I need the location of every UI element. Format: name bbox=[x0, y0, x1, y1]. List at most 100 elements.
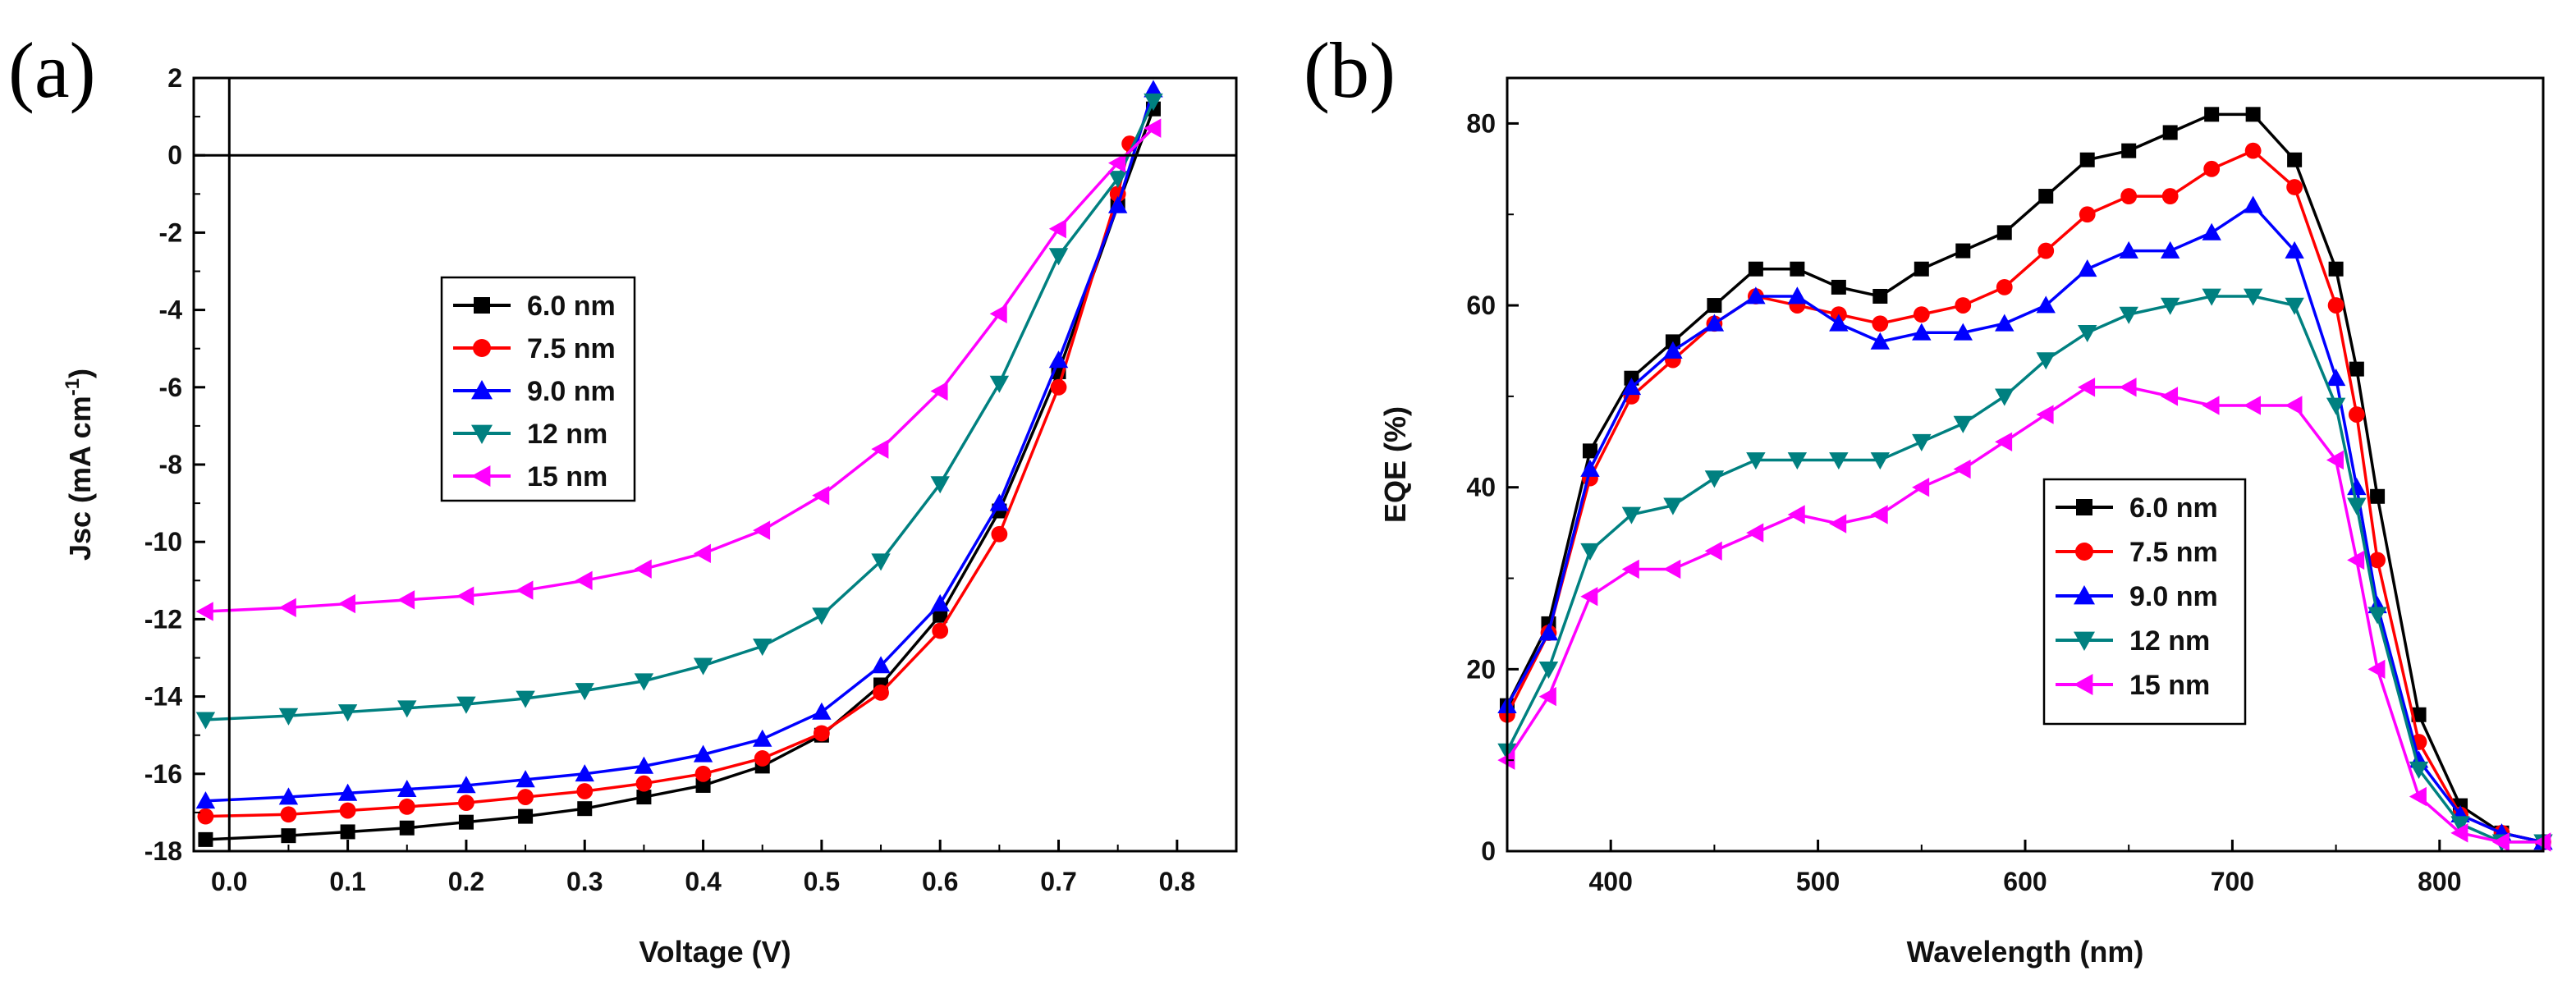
eqe-data-point bbox=[1621, 559, 1639, 579]
eqe-x-tick-label: 700 bbox=[2211, 867, 2254, 896]
eqe-series-line bbox=[1506, 112, 2544, 844]
eqe-data-point bbox=[1538, 623, 1559, 641]
jv-data-point bbox=[753, 639, 772, 657]
eqe-data-point bbox=[2244, 142, 2262, 159]
jv-data-point bbox=[278, 598, 296, 617]
eqe-data-point bbox=[1748, 261, 1763, 277]
eqe-y-tick-label: 80 bbox=[1466, 108, 1496, 138]
jv-data-point bbox=[397, 590, 415, 610]
eqe-data-point bbox=[1829, 452, 1849, 470]
jv-data-point bbox=[693, 543, 711, 564]
jv-series-line bbox=[205, 100, 1155, 721]
eqe-data-point bbox=[1870, 332, 1891, 350]
eqe-data-point bbox=[2327, 297, 2345, 314]
eqe-data-point bbox=[2285, 240, 2304, 259]
eqe-data-point bbox=[1829, 514, 1847, 534]
eqe-series-0 bbox=[1500, 107, 2551, 850]
jv-data-point bbox=[989, 493, 1010, 511]
jv-y-tick-label: -4 bbox=[159, 295, 183, 325]
eqe-series-line bbox=[1506, 386, 2543, 844]
jv-data-point bbox=[198, 831, 213, 847]
jv-data-point bbox=[634, 756, 654, 774]
eqe-data-point bbox=[2286, 179, 2303, 195]
eqe-data-point bbox=[1872, 315, 1889, 332]
jv-data-point bbox=[458, 814, 474, 830]
eqe-data-point bbox=[2119, 306, 2138, 324]
eqe-data-point bbox=[1953, 415, 1973, 433]
jv-data-point bbox=[1144, 118, 1162, 138]
jv-x-tick-label: 0.7 bbox=[1040, 867, 1076, 896]
eqe-data-point bbox=[2328, 261, 2344, 277]
jv-data-point bbox=[518, 808, 534, 824]
eqe-data-point bbox=[2036, 352, 2056, 370]
eqe-data-point bbox=[2326, 450, 2344, 470]
jv-data-point bbox=[634, 559, 652, 579]
eqe-data-point bbox=[1953, 459, 1971, 479]
jv-data-point bbox=[1107, 171, 1128, 189]
eqe-data-point bbox=[1538, 686, 1556, 707]
eqe-data-point bbox=[2243, 195, 2263, 213]
eqe-data-point bbox=[2347, 497, 2367, 515]
eqe-legend-label: 15 nm bbox=[2129, 670, 2210, 701]
jv-data-point bbox=[991, 525, 1008, 543]
eqe-data-point bbox=[2367, 659, 2386, 680]
jv-x-axis-title: Voltage (V) bbox=[639, 935, 791, 969]
jv-y-tick-label: 2 bbox=[167, 63, 182, 93]
jv-data-point bbox=[930, 593, 950, 611]
jv-data-point bbox=[930, 476, 950, 494]
eqe-data-point bbox=[1912, 323, 1932, 341]
jv-data-point bbox=[575, 764, 594, 782]
eqe-legend-label: 7.5 nm bbox=[2129, 537, 2218, 568]
eqe-data-point bbox=[1704, 541, 1722, 561]
eqe-data-point bbox=[1787, 286, 1808, 305]
jv-y-axis-title: Jsc (mA cm-1) bbox=[62, 369, 97, 561]
eqe-data-point bbox=[2243, 396, 2261, 415]
eqe-data-point bbox=[2119, 240, 2138, 259]
jv-data-point bbox=[337, 704, 358, 722]
eqe-data-point bbox=[1790, 261, 1805, 277]
eqe-data-point bbox=[2037, 242, 2055, 259]
jv-plot-frame bbox=[192, 76, 1238, 853]
eqe-series-1 bbox=[1499, 142, 2551, 850]
jv-data-point bbox=[812, 485, 830, 506]
jv-data-point bbox=[575, 570, 593, 590]
eqe-legend-marker bbox=[2076, 499, 2092, 515]
eqe-data-point bbox=[2243, 288, 2263, 306]
jv-data-point bbox=[281, 828, 296, 844]
jv-data-point bbox=[575, 683, 594, 701]
eqe-data-point bbox=[1704, 314, 1725, 332]
eqe-data-point bbox=[1538, 661, 1559, 680]
jv-legend-marker bbox=[474, 297, 490, 314]
eqe-data-point bbox=[1787, 452, 1808, 470]
eqe-data-point bbox=[1580, 459, 1600, 477]
eqe-data-point bbox=[1870, 505, 1888, 524]
eqe-data-point bbox=[1621, 378, 1642, 396]
eqe-legend-marker bbox=[2074, 631, 2095, 651]
eqe-x-tick-label: 400 bbox=[1589, 867, 1633, 896]
eqe-data-point bbox=[1955, 297, 1972, 314]
jv-data-point bbox=[1048, 350, 1069, 369]
jv-data-point bbox=[635, 775, 653, 792]
eqe-series-4 bbox=[1497, 378, 2551, 852]
jv-data-point bbox=[930, 381, 948, 401]
eqe-data-point bbox=[2326, 397, 2346, 415]
eqe-data-point bbox=[1995, 432, 2013, 451]
eqe-y-tick-label: 0 bbox=[1481, 836, 1496, 866]
eqe-data-point bbox=[1955, 243, 1971, 259]
jv-y-tick-label: -14 bbox=[144, 682, 182, 712]
jv-data-point bbox=[694, 765, 712, 782]
jv-y-tick-label: -6 bbox=[159, 373, 182, 402]
eqe-data-point bbox=[1582, 443, 1597, 459]
jv-data-point bbox=[753, 520, 771, 540]
jv-data-point bbox=[399, 820, 415, 836]
eqe-data-point bbox=[1870, 452, 1891, 470]
eqe-data-point bbox=[1953, 323, 1973, 341]
jv-data-point bbox=[278, 708, 299, 726]
jv-data-point bbox=[195, 712, 216, 730]
eqe-data-point bbox=[2202, 288, 2221, 306]
eqe-data-point bbox=[2450, 816, 2470, 834]
eqe-data-point bbox=[2203, 160, 2221, 177]
jv-series-line bbox=[205, 126, 1155, 613]
eqe-data-point bbox=[1995, 314, 2015, 332]
eqe-data-point bbox=[1829, 314, 1849, 332]
